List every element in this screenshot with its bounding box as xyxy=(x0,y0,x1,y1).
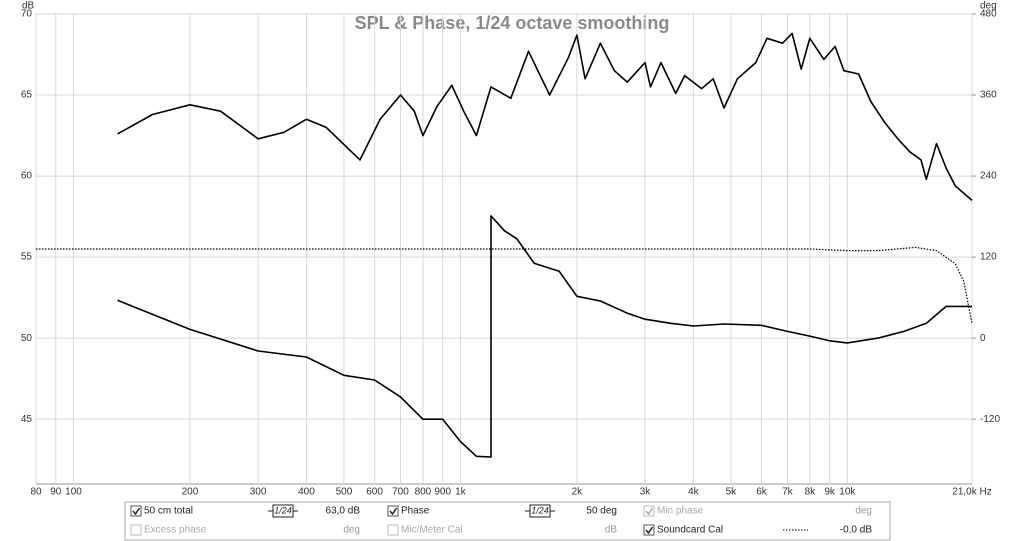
legend-readout: 63,0 dB xyxy=(326,506,361,517)
series-line xyxy=(117,215,972,458)
y-axis-label: dB xyxy=(22,1,35,12)
series-line xyxy=(117,32,973,202)
x-tick-label: 200 xyxy=(182,487,199,498)
checkmark xyxy=(132,507,141,516)
x-tick-label: 2k xyxy=(572,487,584,498)
y-tick-label: 45 xyxy=(21,414,33,425)
smoothing-icon-box[interactable] xyxy=(272,504,294,518)
legend-readout: -0,0 dB xyxy=(840,525,873,536)
checkmark xyxy=(645,526,654,535)
y-tick-label: 70 xyxy=(21,9,33,20)
x-tick-label: 600 xyxy=(366,487,383,498)
smoothing-label[interactable]: 1/24 xyxy=(531,505,549,515)
x-tick-label: 9k xyxy=(824,487,836,498)
legend-readout: 50 deg xyxy=(586,506,617,517)
x-tick-label: 700 xyxy=(392,487,409,498)
x-tick-label: 80 xyxy=(30,487,42,498)
chart-title: SPL & Phase, 1/24 octave smoothing xyxy=(355,13,670,33)
legend-readout: deg xyxy=(855,506,872,517)
legend-label[interactable]: Soundcard Cal xyxy=(657,525,723,536)
y-tick-label: 55 xyxy=(21,252,33,263)
y-tick-label: 65 xyxy=(21,90,33,101)
x-tick-label: 3k xyxy=(640,487,652,498)
legend-label[interactable]: 50 cm total xyxy=(144,506,193,517)
y2-axis-label: deg xyxy=(980,1,997,12)
legend-readout: dB xyxy=(605,525,618,536)
y2-tick-label: 240 xyxy=(980,171,997,182)
x-tick-label: 7k xyxy=(782,487,794,498)
checkbox[interactable] xyxy=(387,505,399,517)
x-tick-label: 90 xyxy=(50,487,62,498)
x-tick-label: 300 xyxy=(250,487,267,498)
x-tick-label: 5k xyxy=(726,487,738,498)
x-tick-label: 6k xyxy=(756,487,768,498)
legend-label[interactable]: Mic/Meter Cal xyxy=(401,525,463,536)
x-tick-label: 4k xyxy=(688,487,700,498)
legend-readout: deg xyxy=(343,525,360,536)
x-tick-label: 500 xyxy=(336,487,353,498)
legend-panel xyxy=(124,501,891,541)
y-tick-label: 60 xyxy=(21,171,33,182)
y2-tick-label: -120 xyxy=(980,414,1000,425)
checkbox[interactable] xyxy=(130,524,142,536)
x-tick-label: 21,0k Hz xyxy=(952,487,991,498)
y2-tick-label: 360 xyxy=(980,90,997,101)
x-tick-label: 900 xyxy=(434,487,451,498)
x-tick-label: 800 xyxy=(415,487,432,498)
x-tick-label: 8k xyxy=(805,487,817,498)
x-tick-label: 400 xyxy=(298,487,315,498)
legend-label[interactable]: Min phase xyxy=(657,506,704,517)
checkbox[interactable] xyxy=(130,505,142,517)
y2-tick-label: 120 xyxy=(980,252,997,263)
series-line xyxy=(36,246,973,324)
legend-label[interactable]: Excess phase xyxy=(144,525,207,536)
smoothing-label[interactable]: 1/24 xyxy=(274,505,292,515)
y-tick-label: 50 xyxy=(21,333,33,344)
checkbox[interactable] xyxy=(643,505,655,517)
legend-label[interactable]: Phase xyxy=(401,506,430,517)
x-tick-label: 100 xyxy=(65,487,82,498)
checkmark xyxy=(389,507,398,516)
y2-tick-label: 0 xyxy=(980,333,986,344)
x-tick-label: 1k xyxy=(455,487,467,498)
smoothing-icon-box[interactable] xyxy=(529,504,551,518)
checkbox[interactable] xyxy=(387,524,399,536)
x-tick-label: 10k xyxy=(839,487,856,498)
checkbox[interactable] xyxy=(643,524,655,536)
y2-tick-label: 480 xyxy=(980,9,997,20)
checkmark xyxy=(645,507,654,516)
